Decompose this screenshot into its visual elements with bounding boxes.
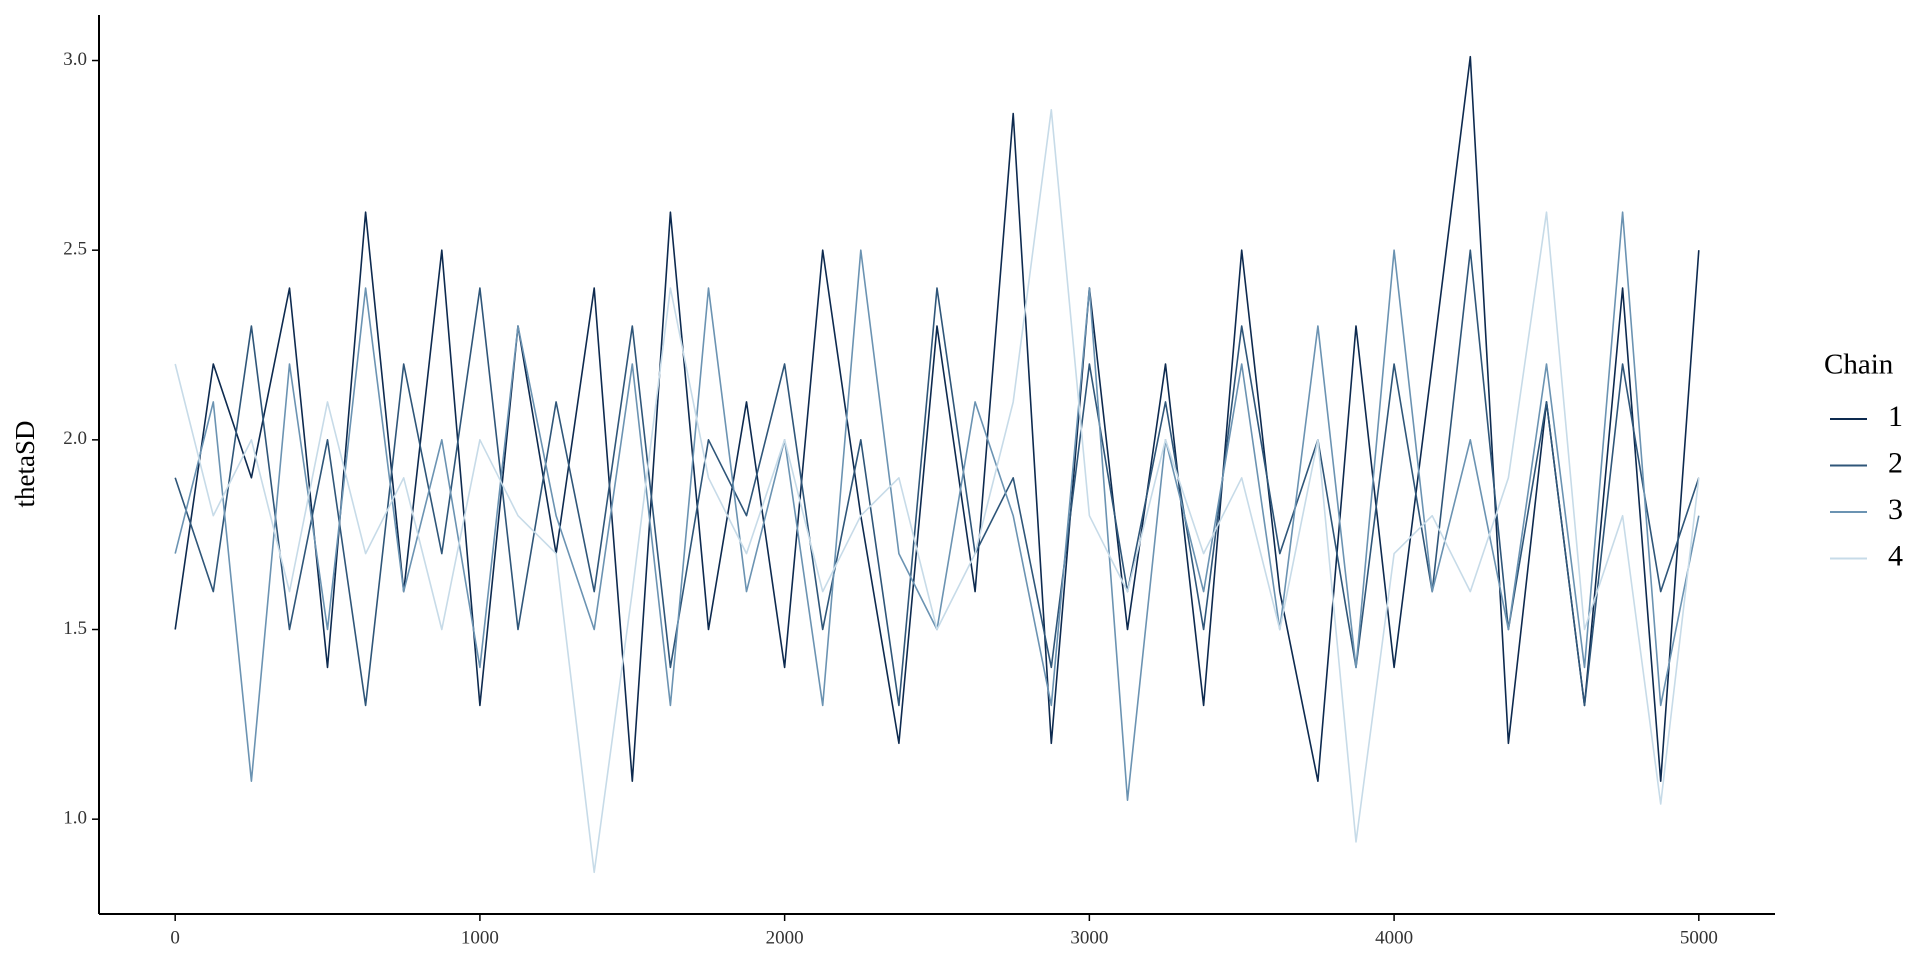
x-tick-label: 3000 [1070,927,1108,948]
x-tick-label: 5000 [1680,927,1718,948]
x-tick-label: 1000 [461,927,499,948]
legend-label: 1 [1888,400,1903,433]
legend-label: 3 [1888,493,1903,526]
trace-line [174,109,1700,874]
y-tick-label: 1.5 [63,618,87,639]
legend-label: 2 [1888,446,1903,479]
x-tick-label: 0 [170,927,180,948]
trace-line [174,211,1700,801]
x-tick-label: 2000 [766,927,804,948]
legend-title: Chain [1824,349,1894,381]
legend-label: 4 [1888,539,1903,572]
x-tick-label: 4000 [1375,927,1413,948]
trace-line [174,55,1700,782]
y-tick-label: 2.5 [63,239,87,260]
y-tick-label: 3.0 [63,49,87,70]
y-tick-label: 2.0 [63,428,87,449]
y-axis-label: thetaSD [10,421,40,508]
y-tick-label: 1.0 [63,808,87,829]
